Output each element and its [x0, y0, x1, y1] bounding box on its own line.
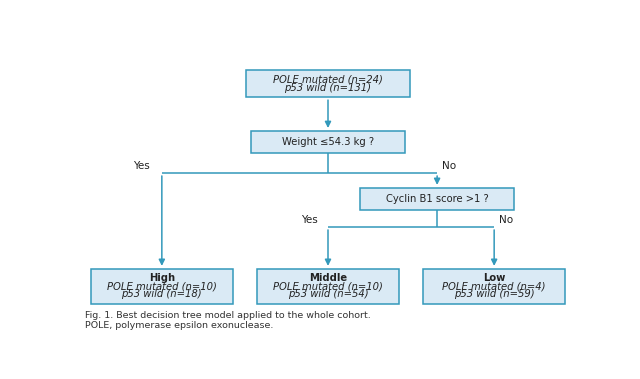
FancyBboxPatch shape — [251, 131, 405, 153]
Text: No: No — [499, 215, 513, 225]
FancyBboxPatch shape — [360, 188, 514, 210]
Text: POLE, polymerase epsilon exonuclease.: POLE, polymerase epsilon exonuclease. — [85, 321, 273, 330]
Text: High: High — [148, 273, 175, 283]
Text: p53 wild (n=59): p53 wild (n=59) — [454, 290, 534, 299]
Text: Yes: Yes — [132, 161, 150, 171]
Text: POLE mutated (n=10): POLE mutated (n=10) — [273, 281, 383, 291]
Text: Fig. 1. Best decision tree model applied to the whole cohort.: Fig. 1. Best decision tree model applied… — [85, 311, 371, 320]
Text: No: No — [442, 161, 456, 171]
FancyBboxPatch shape — [257, 269, 399, 304]
FancyBboxPatch shape — [424, 269, 565, 304]
Text: p53 wild (n=54): p53 wild (n=54) — [288, 290, 368, 299]
Text: Yes: Yes — [301, 215, 318, 225]
Text: POLE mutated (n=4): POLE mutated (n=4) — [442, 281, 546, 291]
Text: p53 wild (n=18): p53 wild (n=18) — [122, 290, 202, 299]
Text: p53 wild (n=131): p53 wild (n=131) — [285, 83, 371, 92]
Text: POLE mutated (n=10): POLE mutated (n=10) — [107, 281, 217, 291]
FancyBboxPatch shape — [246, 70, 410, 97]
Text: Middle: Middle — [309, 273, 347, 283]
Text: Cyclin B1 score >1 ?: Cyclin B1 score >1 ? — [386, 194, 488, 204]
Text: Low: Low — [483, 273, 506, 283]
FancyBboxPatch shape — [91, 269, 232, 304]
Text: POLE mutated (n=24): POLE mutated (n=24) — [273, 74, 383, 85]
Text: Weight ≤54.3 kg ?: Weight ≤54.3 kg ? — [282, 137, 374, 147]
